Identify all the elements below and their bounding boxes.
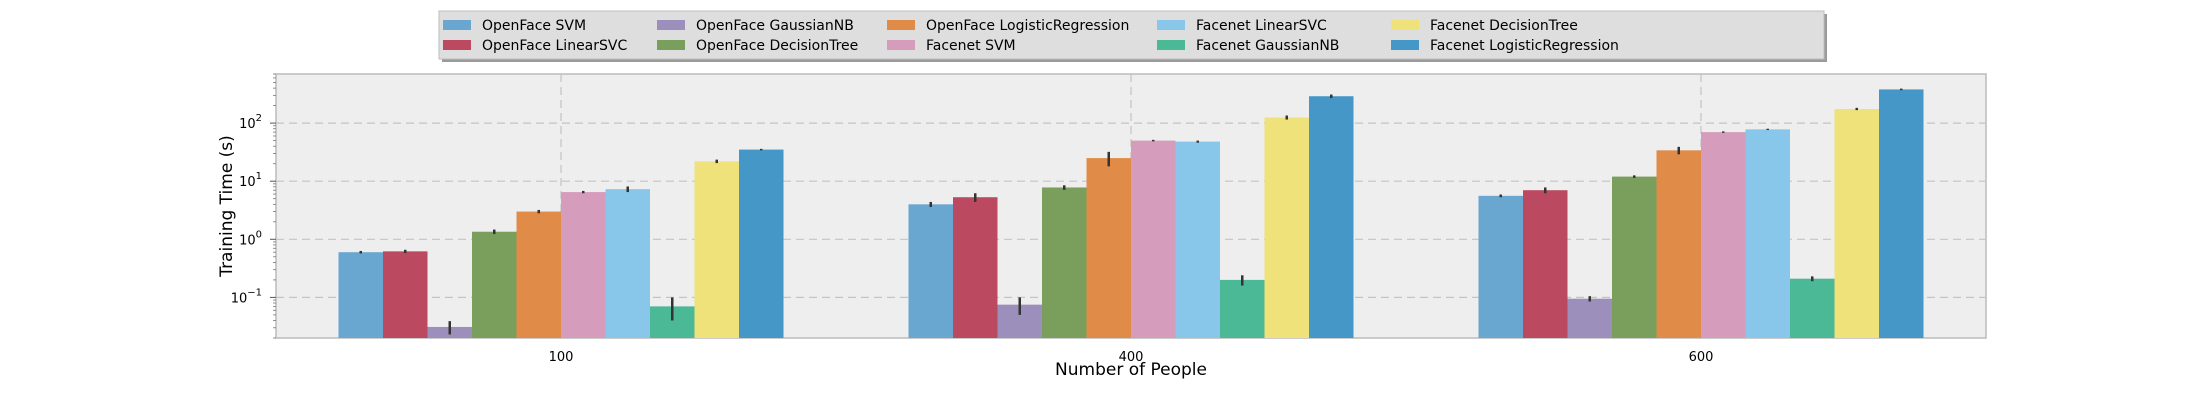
bar <box>516 211 561 338</box>
legend-item: OpenFace GaussianNB <box>657 18 854 34</box>
bars <box>338 88 1924 339</box>
bar <box>472 231 517 338</box>
bar <box>1612 176 1657 338</box>
x-tick-label: 600 <box>1689 350 1714 365</box>
bar <box>383 251 428 338</box>
legend-swatch <box>887 20 915 30</box>
y-axis-title: Training Time (s) <box>217 135 237 278</box>
y-tick-label: 101 <box>239 171 262 190</box>
y-tick-label: 100 <box>239 229 262 248</box>
bar <box>1264 117 1309 338</box>
legend-label: Facenet DecisionTree <box>1430 18 1578 34</box>
legend-label: Facenet LinearSVC <box>1196 18 1327 34</box>
legend-item: Facenet SVM <box>887 38 1016 54</box>
bar <box>1175 141 1220 338</box>
bar <box>1086 158 1131 338</box>
legend-swatch <box>887 40 915 50</box>
legend-swatch <box>657 20 685 30</box>
legend-item: Facenet DecisionTree <box>1391 18 1578 34</box>
y-tick-base: 10 <box>231 291 248 306</box>
y-tick-exponent: 0 <box>256 229 262 240</box>
legend-swatch <box>1391 40 1419 50</box>
bar <box>338 252 383 338</box>
legend-item: Facenet GaussianNB <box>1157 38 1339 54</box>
x-tick-label: 100 <box>549 350 574 365</box>
x-tick-labels: 100 400 600 <box>549 350 1714 365</box>
legend-label: OpenFace GaussianNB <box>696 18 854 34</box>
y-tick-base: 10 <box>239 175 256 190</box>
legend-item: OpenFace LinearSVC <box>443 38 627 54</box>
legend-item: Facenet LinearSVC <box>1157 18 1327 34</box>
y-tick-base: 10 <box>239 233 256 248</box>
legend-swatch <box>1157 20 1185 30</box>
bar <box>1701 132 1746 338</box>
legend-label: Facenet GaussianNB <box>1196 38 1339 54</box>
legend-label: OpenFace SVM <box>482 18 586 34</box>
bar <box>1567 298 1612 338</box>
bar <box>1656 150 1701 338</box>
bar <box>908 204 953 338</box>
legend-swatch <box>657 40 685 50</box>
legend-swatch <box>443 40 471 50</box>
legend-box <box>438 10 1825 60</box>
y-tick-label: 10−1 <box>231 287 262 306</box>
bar <box>1309 96 1354 338</box>
legend-label: OpenFace LogisticRegression <box>926 18 1129 34</box>
y-tick-base: 10 <box>239 117 256 132</box>
bar <box>694 161 739 338</box>
legend-label: Facenet LogisticRegression <box>1430 38 1619 54</box>
legend-item: OpenFace SVM <box>443 18 586 34</box>
bar <box>1042 187 1087 338</box>
bar <box>1523 190 1568 338</box>
legend-label: Facenet SVM <box>926 38 1016 54</box>
legend: OpenFace SVM OpenFace LinearSVC OpenFace G… <box>438 10 1827 62</box>
bar <box>1790 278 1835 338</box>
legend-swatch <box>1391 20 1419 30</box>
legend-item: OpenFace LogisticRegression <box>887 18 1129 34</box>
bar <box>1745 129 1790 338</box>
bar <box>605 189 650 338</box>
legend-item: OpenFace DecisionTree <box>657 38 858 54</box>
bar <box>739 149 784 338</box>
x-axis-title: Number of People <box>1055 360 1207 380</box>
bar <box>1478 195 1523 338</box>
y-tick-label: 102 <box>239 113 262 132</box>
legend-item: Facenet LogisticRegression <box>1391 38 1619 54</box>
bar <box>1220 279 1265 338</box>
legend-label: OpenFace DecisionTree <box>696 38 858 54</box>
bar <box>561 192 606 338</box>
bar <box>1879 89 1924 339</box>
x-tick-label: 400 <box>1119 350 1144 365</box>
y-tick-exponent: 1 <box>256 171 262 182</box>
legend-label: OpenFace LinearSVC <box>482 38 627 54</box>
bar <box>1131 140 1176 338</box>
y-tick-exponent: 2 <box>256 113 262 124</box>
legend-swatch <box>1157 40 1185 50</box>
legend-swatch <box>443 20 471 30</box>
y-tick-exponent: −1 <box>247 287 262 298</box>
bar <box>953 197 998 338</box>
bar <box>1834 108 1879 338</box>
